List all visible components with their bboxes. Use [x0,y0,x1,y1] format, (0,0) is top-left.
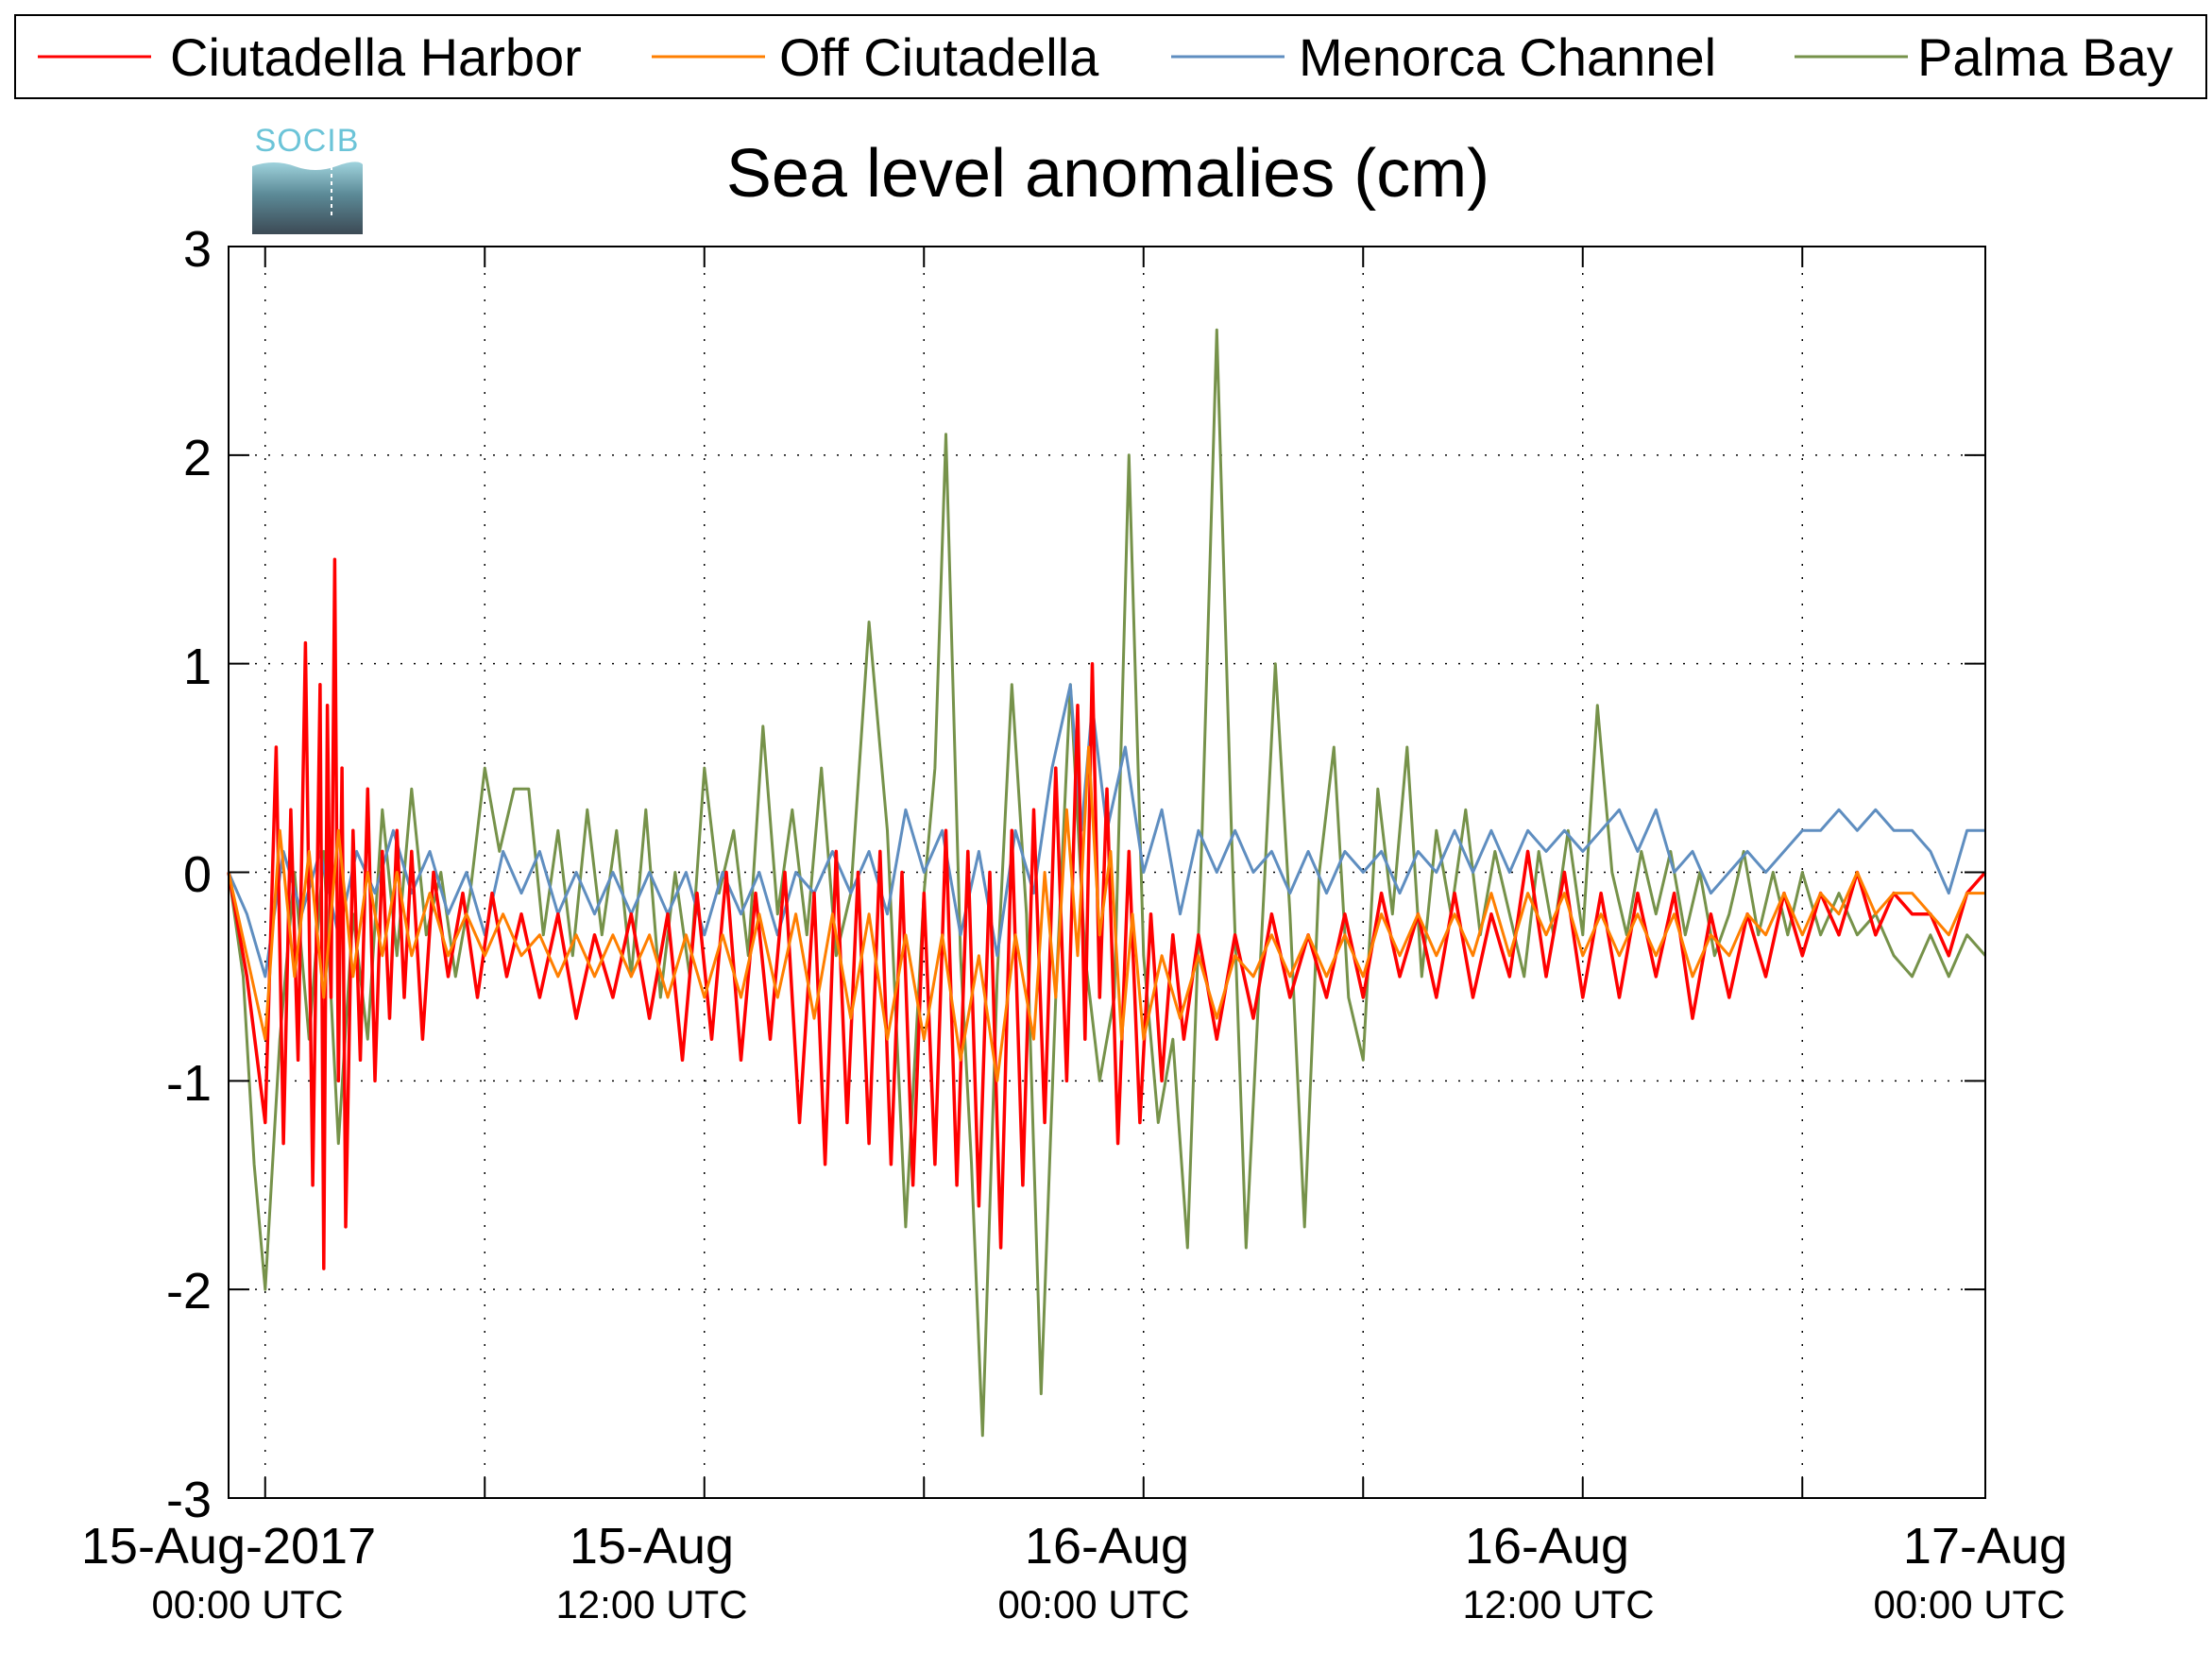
series-line-off-ciutadella [227,745,1985,1082]
x-tick-label-main: 15-Aug-2017 [81,1518,376,1575]
series-lines [227,328,1987,1438]
series-line-menorca-channel [227,683,1985,979]
x-tick-label-sub: 00:00 UTC [1873,1582,2065,1626]
legend: Ciutadella Harbor Off Ciutadella Menorca… [14,14,2207,99]
axis-ticks [229,246,1985,1499]
legend-label-off-ciutadella: Off Ciutadella [779,27,1099,87]
x-tick-label-sub: 12:00 UTC [1462,1582,1654,1626]
legend-label-menorca-channel: Menorca Channel [1299,27,1716,87]
y-tick-label: -3 [166,1472,212,1528]
series-line-ciutadella-harbor [227,557,1987,1270]
y-tick-label: -1 [166,1055,212,1112]
legend-label-ciutadella-harbor: Ciutadella Harbor [170,27,582,87]
x-tick-label-main: 17-Aug [1903,1518,2067,1575]
y-tick-label: 3 [183,221,212,278]
x-tick-label-sub: 00:00 UTC [151,1582,343,1626]
y-tick-label: -2 [166,1263,212,1320]
logo-text: SOCIB [255,123,360,159]
y-tick-label: 0 [183,846,212,903]
legend-label-palma-bay: Palma Bay [1917,27,2173,87]
y-axis-labels: 3 2 1 0 -1 -2 -3 [166,221,212,1528]
x-tick-label-sub: 12:00 UTC [555,1582,747,1626]
x-tick-label-sub: 00:00 UTC [997,1582,1189,1626]
x-tick-label-main: 16-Aug [1465,1518,1629,1575]
y-tick-label: 1 [183,639,212,695]
grid [229,247,1985,1498]
chart-title: Sea level anomalies (cm) [726,136,1489,212]
x-axis-labels: 15-Aug-2017 00:00 UTC 15-Aug 12:00 UTC 1… [81,1518,2067,1626]
plot-area [227,246,1987,1499]
y-tick-label: 2 [183,430,212,486]
x-tick-label-main: 16-Aug [1025,1518,1189,1575]
socib-logo: SOCIB [252,123,363,234]
x-tick-label-main: 15-Aug [570,1518,734,1575]
logo-wave-shape [252,162,363,234]
